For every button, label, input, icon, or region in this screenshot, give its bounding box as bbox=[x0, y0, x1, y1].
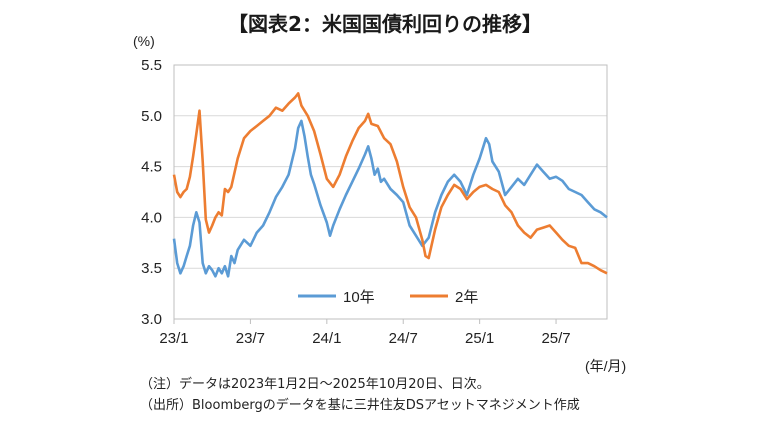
x-tick-label: 25/7 bbox=[541, 330, 570, 347]
y-tick-label: 5.0 bbox=[141, 108, 162, 125]
y-tick-label: 3.0 bbox=[141, 311, 162, 328]
legend: 10年 2年 bbox=[298, 289, 478, 306]
y-axis-ticks: 3.0 3.5 4.0 4.5 5.0 5.5 bbox=[141, 57, 162, 328]
legend-label-10y: 10年 bbox=[343, 289, 375, 306]
y-tick-label: 4.0 bbox=[141, 209, 162, 226]
x-axis-ticks: 23/1 23/7 24/1 24/7 25/1 25/7 bbox=[159, 319, 571, 347]
plot-area-frame bbox=[173, 64, 608, 320]
x-axis-label: (年/月) bbox=[585, 358, 626, 374]
source-note: （出所）Bloombergのデータを基に三井住友DSアセットマネジメント作成 bbox=[140, 398, 580, 413]
y-tick-label: 4.5 bbox=[141, 159, 162, 176]
x-tick-label: 24/1 bbox=[312, 330, 341, 347]
y-tick-label: 3.5 bbox=[141, 260, 162, 277]
series-line-10y bbox=[172, 119, 608, 278]
x-tick-label: 24/7 bbox=[389, 330, 418, 347]
legend-label-2y: 2年 bbox=[455, 289, 478, 306]
y-tick-label: 5.5 bbox=[141, 57, 162, 74]
x-tick-label: 25/1 bbox=[465, 330, 494, 347]
series-lines bbox=[172, 92, 608, 278]
footnote: （注）データは2023年1月2日～2025年10月20日、日次。 bbox=[140, 377, 490, 392]
chart-title: 【図表2：米国国債利回りの推移】 bbox=[228, 12, 542, 36]
gridlines bbox=[174, 64, 607, 320]
x-tick-label: 23/7 bbox=[236, 330, 265, 347]
y-axis-label: (%) bbox=[133, 33, 155, 49]
series-line-2y bbox=[172, 92, 608, 275]
x-tick-label: 23/1 bbox=[159, 330, 188, 347]
